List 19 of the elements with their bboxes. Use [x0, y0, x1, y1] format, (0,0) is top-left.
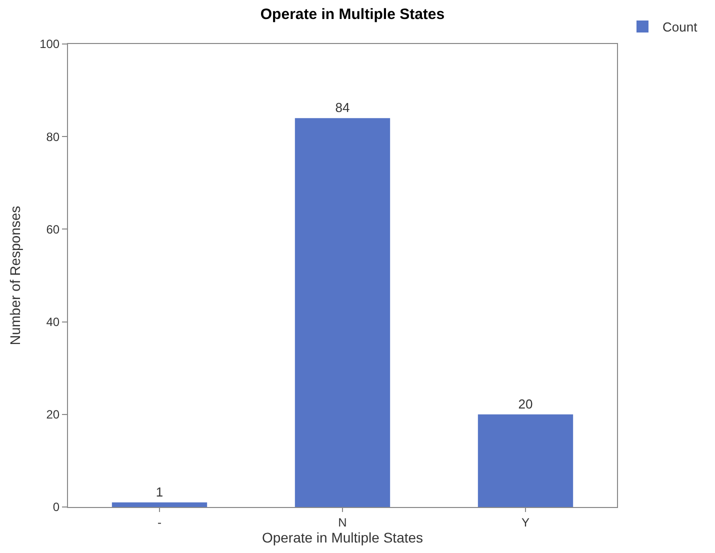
bar [112, 502, 208, 507]
y-tick-label: 100 [40, 37, 60, 52]
x-tick-label: N [338, 515, 347, 530]
legend-label: Count [662, 20, 698, 35]
data-label: 20 [518, 396, 533, 412]
data-label: 1 [156, 484, 164, 500]
data-label: 84 [335, 100, 350, 116]
bar [294, 118, 390, 507]
y-tick-label: 60 [46, 222, 60, 236]
x-tick-label: - [158, 515, 162, 530]
y-tick-label: 80 [46, 130, 60, 144]
x-tick-label: Y [521, 515, 530, 530]
bar [478, 414, 574, 507]
chart-title: Operate in Multiple States [260, 6, 445, 23]
y-axis-title: Number of Responses [7, 206, 24, 346]
x-axis-title: Operate in Multiple States [262, 529, 424, 546]
y-tick-label: 40 [46, 315, 60, 329]
y-tick-label: 0 [52, 500, 60, 514]
y-tick-label: 20 [46, 408, 60, 422]
